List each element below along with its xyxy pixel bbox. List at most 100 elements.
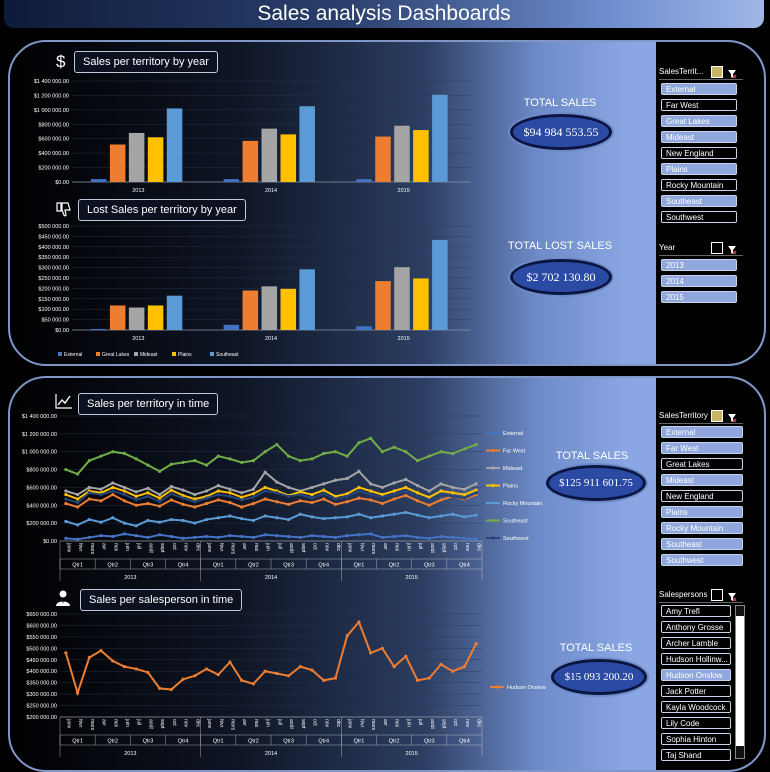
legend-swatch bbox=[172, 352, 176, 356]
month-label: avr bbox=[101, 543, 107, 550]
data-point bbox=[240, 678, 244, 682]
slicer-item[interactable]: Plains bbox=[661, 506, 743, 518]
multi-select-icon[interactable] bbox=[711, 410, 723, 422]
data-point bbox=[439, 514, 443, 518]
slicer-item[interactable]: Far West bbox=[661, 442, 743, 454]
slicer-item[interactable]: 2013 bbox=[661, 259, 737, 271]
data-point bbox=[87, 655, 91, 660]
total-sales2-value: $125 911 601.75 bbox=[546, 465, 646, 501]
slicer-item[interactable]: Southwest bbox=[661, 554, 743, 566]
clear-filter-icon[interactable] bbox=[727, 589, 737, 602]
month-label: mars bbox=[370, 719, 376, 731]
slicer-item[interactable]: Kayla Woodcock bbox=[661, 701, 731, 713]
month-label: août bbox=[288, 719, 294, 729]
data-point bbox=[322, 482, 326, 486]
data-point bbox=[64, 492, 68, 497]
data-point bbox=[310, 515, 314, 519]
data-point bbox=[392, 534, 396, 539]
data-point bbox=[122, 532, 127, 536]
slicer-item[interactable]: 2015 bbox=[661, 291, 737, 303]
bar bbox=[356, 179, 372, 182]
slicer-item[interactable]: Sophia Hinton bbox=[661, 733, 731, 745]
data-point bbox=[216, 516, 220, 520]
bar bbox=[166, 108, 183, 182]
month-label: mai bbox=[394, 719, 400, 727]
data-point bbox=[240, 505, 244, 509]
month-label: août bbox=[147, 543, 153, 553]
data-point bbox=[427, 536, 431, 540]
multi-select-icon[interactable] bbox=[711, 242, 723, 254]
y-tick-label: $650 000.00 bbox=[26, 612, 57, 618]
multi-select-icon[interactable] bbox=[711, 66, 723, 78]
slicer-item[interactable]: Southeast bbox=[661, 195, 737, 207]
data-point bbox=[158, 686, 162, 690]
legend-label: Rocky Mountain bbox=[503, 501, 542, 507]
data-point bbox=[181, 536, 185, 540]
data-point bbox=[263, 450, 267, 454]
y-tick-label: $1 400 000.00 bbox=[34, 79, 69, 85]
slicer-item[interactable]: Plains bbox=[661, 163, 737, 175]
legend-label: Southeast bbox=[216, 352, 239, 358]
data-point bbox=[75, 497, 80, 501]
slicer-item[interactable]: New England bbox=[661, 490, 743, 502]
data-point bbox=[369, 532, 373, 536]
data-point bbox=[204, 517, 209, 522]
slicer-item[interactable]: External bbox=[661, 83, 737, 95]
data-point bbox=[240, 460, 244, 465]
data-point bbox=[474, 442, 478, 447]
data-point bbox=[146, 463, 150, 467]
month-label: juil bbox=[276, 542, 282, 549]
data-point bbox=[275, 442, 279, 447]
data-point bbox=[451, 512, 455, 516]
slicer-item[interactable]: Great Lakes bbox=[661, 458, 743, 470]
slicer-item[interactable]: Hudson Onslow bbox=[661, 669, 731, 681]
data-point bbox=[310, 485, 314, 490]
slicer-item[interactable]: Great Lakes bbox=[661, 115, 737, 127]
slicer-item[interactable]: Mideast bbox=[661, 474, 743, 486]
slicer-item[interactable]: Far West bbox=[661, 99, 737, 111]
series-line bbox=[65, 511, 477, 527]
data-point bbox=[263, 485, 267, 490]
slicer-item[interactable]: 2014 bbox=[661, 275, 737, 287]
clear-filter-icon[interactable] bbox=[727, 242, 737, 255]
data-point bbox=[439, 498, 443, 502]
slicer-item[interactable]: Amy Trefl bbox=[661, 605, 731, 617]
data-point bbox=[439, 492, 443, 497]
slicer-item[interactable]: Southwest bbox=[661, 211, 737, 223]
quarter-label: Qtr3 bbox=[424, 739, 435, 745]
slicer-item[interactable]: Hudson Hollinw... bbox=[661, 653, 731, 665]
slicer-item[interactable]: Anthony Grosse bbox=[661, 621, 731, 633]
slicer-item[interactable]: Southeast bbox=[661, 538, 743, 550]
data-point bbox=[111, 485, 115, 490]
data-point bbox=[345, 492, 349, 496]
data-point bbox=[286, 674, 291, 678]
slicer-item[interactable]: Archer Lamble bbox=[661, 637, 731, 649]
bar bbox=[280, 134, 297, 182]
data-point bbox=[298, 535, 302, 540]
quarter-label: Qtr2 bbox=[248, 563, 259, 569]
data-point bbox=[415, 459, 420, 463]
slicer-item[interactable]: Mideast bbox=[661, 131, 737, 143]
data-point bbox=[286, 517, 291, 522]
slicer-item[interactable]: External bbox=[661, 426, 743, 438]
month-label: juil bbox=[136, 718, 142, 725]
slicer-item[interactable]: Rocky Mountain bbox=[661, 522, 743, 534]
y-tick-label: $200 000.00 bbox=[38, 166, 69, 172]
clear-filter-icon[interactable] bbox=[727, 410, 737, 423]
data-point bbox=[240, 517, 244, 521]
slicer-title-territory2: SalesTerritory bbox=[659, 411, 708, 420]
y-tick-label: $400 000.00 bbox=[26, 503, 57, 509]
salespersons-scrollbar[interactable] bbox=[735, 605, 745, 759]
scrollbar-thumb[interactable] bbox=[736, 616, 744, 746]
slicer-item[interactable]: Jack Potter bbox=[661, 685, 731, 697]
data-point bbox=[322, 534, 326, 539]
year-label: 2013 bbox=[124, 751, 136, 757]
data-point bbox=[169, 484, 173, 489]
slicer-item[interactable]: Rocky Mountain bbox=[661, 179, 737, 191]
slicer-item[interactable]: New England bbox=[661, 147, 737, 159]
multi-select-icon[interactable] bbox=[711, 589, 723, 601]
data-point bbox=[122, 665, 127, 669]
clear-filter-icon[interactable] bbox=[727, 66, 737, 79]
slicer-item[interactable]: Lily Code bbox=[661, 717, 731, 729]
slicer-item[interactable]: Taj Shand bbox=[661, 749, 731, 761]
